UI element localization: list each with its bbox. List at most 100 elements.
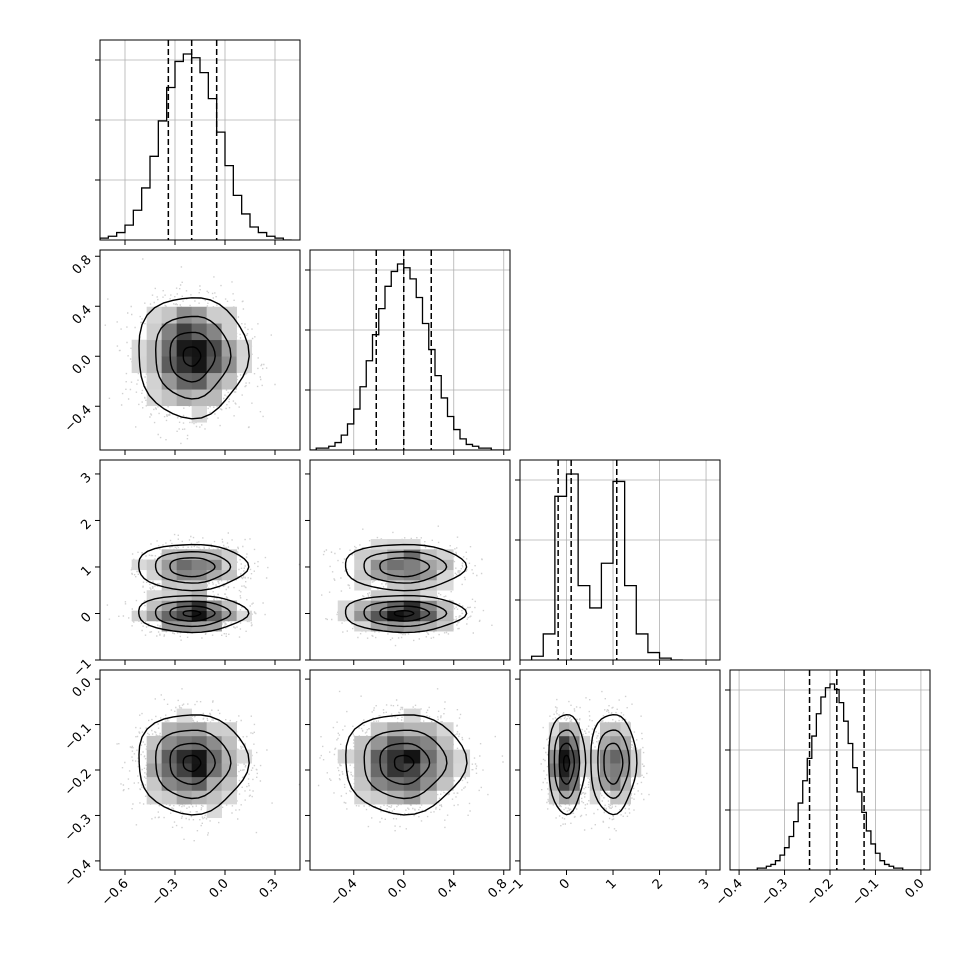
density-cell [420, 776, 438, 791]
scatter-panel-2-3 [519, 669, 721, 871]
histogram-step [730, 683, 921, 870]
density-cell [610, 749, 621, 764]
density-cell [176, 559, 192, 571]
contour-line [169, 557, 216, 578]
density-cell [176, 339, 192, 357]
contour-line [597, 729, 631, 800]
density-cell [387, 735, 405, 750]
density-cell [436, 776, 454, 791]
density-cell [559, 735, 570, 750]
density-cell [569, 790, 580, 805]
contour-line [169, 742, 216, 786]
density-cell [146, 356, 162, 374]
density-cell [176, 763, 192, 778]
contour-line [182, 609, 202, 618]
density-cell [370, 539, 388, 550]
histogram-step [100, 53, 292, 240]
density-cell [403, 600, 421, 611]
density-cell [146, 339, 162, 357]
density-cell [600, 776, 611, 791]
density-cell [354, 749, 372, 764]
contour-line [182, 346, 202, 367]
density-cell [161, 569, 177, 581]
density-cell [354, 600, 372, 611]
density-cell [206, 610, 222, 622]
contour-line [138, 714, 250, 816]
contour-line [558, 742, 576, 785]
density-cell [403, 569, 421, 581]
density-cell [146, 389, 162, 407]
scatter-panel-1-2 [309, 459, 511, 661]
density-cell [387, 569, 405, 581]
density-cell [191, 610, 207, 622]
density-cell [236, 356, 252, 374]
density-cell [403, 722, 421, 737]
density-cell [191, 405, 207, 423]
density-cell [221, 549, 237, 560]
density-cell [354, 559, 372, 571]
density-cell [569, 763, 580, 778]
density-cell [620, 763, 631, 778]
density-cell [221, 372, 237, 390]
density-cell [387, 610, 405, 622]
density-cell [420, 590, 438, 601]
density-cell [161, 372, 177, 390]
density-cell [420, 610, 438, 622]
density-cell [589, 790, 601, 805]
density-cell [176, 735, 192, 750]
density-cell [354, 580, 372, 591]
density-cell [191, 569, 207, 581]
panel-frame [519, 459, 721, 661]
density-cell [236, 610, 252, 622]
density-cell [176, 580, 192, 591]
density-cell [161, 389, 177, 407]
density-cell [420, 790, 438, 805]
density-cell [161, 776, 177, 791]
density-cell [420, 735, 438, 750]
density-cell [191, 356, 207, 374]
density-cell [589, 763, 601, 778]
density-cell [191, 580, 207, 591]
density-cell [387, 559, 405, 571]
density-cell [161, 323, 177, 341]
density-cell [569, 735, 580, 750]
scatter-panel-0-1 [99, 249, 301, 451]
density-cell [370, 749, 388, 764]
density-cell [354, 610, 372, 622]
density-cell [176, 372, 192, 390]
density-cell [146, 763, 162, 778]
density-cell [600, 749, 611, 764]
density-cell [387, 763, 405, 778]
density-cell [206, 372, 222, 390]
density-cell [620, 790, 631, 805]
contour-line [182, 754, 202, 773]
density-cell [569, 722, 580, 737]
density-cell [436, 559, 454, 571]
density-cell [354, 776, 372, 791]
density-cell [436, 580, 454, 591]
density-cell [191, 749, 207, 764]
density-cell [176, 722, 192, 737]
density-cell [191, 600, 207, 611]
density-cell [420, 620, 438, 632]
density-cell [146, 569, 162, 581]
density-cell [436, 549, 454, 560]
contour-line [345, 714, 468, 816]
density-cell [161, 620, 177, 632]
density-cell [420, 580, 438, 591]
density-cell [161, 590, 177, 601]
density-cell [370, 559, 388, 571]
density-cell [206, 722, 222, 737]
density-cell [161, 356, 177, 374]
density-cell [146, 749, 162, 764]
contour-line [138, 297, 250, 420]
density-cell [146, 559, 162, 571]
density-cell [579, 735, 591, 750]
scatter-panel-1-3 [309, 669, 511, 871]
histogram-panel-1 [305, 249, 511, 451]
density-cell [370, 569, 388, 581]
density-cell [146, 372, 162, 390]
density-cell [387, 722, 405, 737]
density-cell [206, 323, 222, 341]
contour-line [169, 605, 216, 622]
